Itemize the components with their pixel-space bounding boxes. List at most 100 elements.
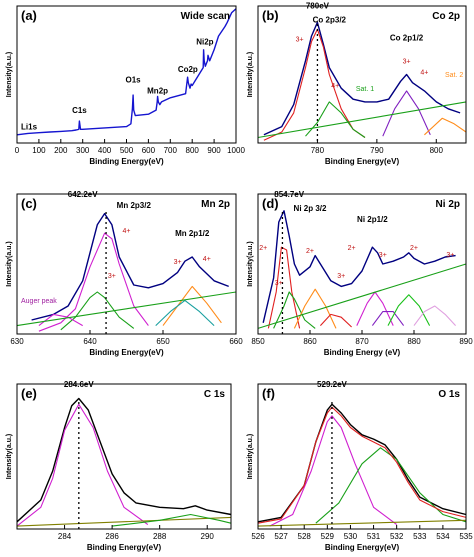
panel-letter-b: (b): [262, 8, 279, 23]
x-tick-label-b-1: 790: [370, 146, 384, 155]
panel-title-a: Wide scan: [181, 11, 230, 22]
x-tick-label-a-0: 0: [15, 146, 20, 155]
plot-frame-a: [16, 5, 237, 144]
x-tick-label-f-4: 530: [344, 532, 358, 541]
x-tick-label-e-1: 286: [105, 532, 119, 541]
annotation-b-8: Sat. 2: [445, 72, 463, 79]
x-tick-label-d-3: 880: [407, 337, 421, 346]
series-f-2: [315, 447, 467, 524]
annotation-b-7: 4+: [420, 70, 428, 77]
panel-b: 780 790 800 Binding Energy(eV) Intensity(a.u…: [247, 2, 467, 166]
annotation-b-3: 4+: [331, 83, 339, 90]
panel-c: 630 640 650 660 Binding Energy(eV) Intensity(…: [6, 190, 243, 357]
series-e-2: [16, 516, 232, 527]
x-tick-label-a-2: 200: [54, 146, 68, 155]
x-tick-label-a-7: 700: [164, 146, 178, 155]
y-axis-label-a: Intensity(a.u.): [6, 52, 13, 98]
x-tick-label-b-0: 780: [311, 146, 325, 155]
x-tick-label-d-1: 860: [303, 337, 317, 346]
x-tick-label-f-9: 535: [459, 532, 473, 541]
series-c-6: [16, 291, 237, 327]
x-tick-label-e-0: 284: [58, 532, 72, 541]
plot-frame-f: [257, 383, 467, 530]
panel-letter-c: (c): [21, 196, 37, 211]
series-b-1: [263, 28, 366, 141]
x-axis-label-c: Binding Energy(eV): [89, 348, 164, 357]
series-d-8: [413, 305, 457, 326]
series-c-2: [60, 291, 135, 331]
panel-title-c: Mn 2p: [201, 199, 230, 210]
series-b-5: [257, 101, 467, 139]
panel-f: 526 527 528 529 530 531 532 533 534 535 Binding En…: [247, 380, 473, 552]
series-d-4: [319, 313, 352, 328]
series-e-3: [112, 513, 232, 527]
x-tick-label-a-8: 800: [186, 146, 200, 155]
x-tick-label-f-5: 531: [367, 532, 381, 541]
x-axis-label-e: Binding Energy(eV): [87, 543, 162, 552]
series-c-0: [31, 212, 229, 321]
series-d-0: [262, 210, 456, 323]
annotation-d-1: Ni 2p 3/2: [294, 204, 327, 213]
annotation-d-6: Ni 2p1/2: [357, 215, 388, 224]
annotation-b-2: 3+: [296, 37, 304, 44]
series-b-4: [424, 117, 467, 136]
series-d-7: [387, 294, 431, 326]
annotation-a-3: Mn2p: [147, 87, 168, 96]
annotation-d-5: 3+: [337, 273, 345, 280]
annotation-c-1: Mn 2p3/2: [117, 201, 152, 210]
annotation-b-4: Sat. 1: [356, 86, 374, 93]
x-tick-label-a-4: 400: [98, 146, 112, 155]
series-c-5: [38, 313, 83, 327]
annotation-b-0: 780eV: [306, 2, 330, 11]
series-f-3: [257, 406, 467, 524]
x-axis-label-b: Binding Energy(eV): [325, 157, 400, 166]
panel-title-b: Co 2p: [432, 11, 460, 22]
x-tick-label-f-8: 534: [436, 532, 450, 541]
annotation-d-7: 2+: [348, 245, 356, 252]
x-axis-label-a: Binding Energy(eV): [89, 157, 164, 166]
x-tick-label-b-2: 800: [430, 146, 444, 155]
annotation-c-3: 4+: [123, 228, 131, 235]
plot-frame-c: [16, 193, 237, 335]
annotation-d-4: 2+: [306, 248, 314, 255]
x-axis-label-d: Binding Energy (eV): [324, 348, 401, 357]
panel-letter-d: (d): [262, 196, 279, 211]
annotation-c-6: 4+: [203, 256, 211, 263]
x-axis-label-f: Binding Energy(eV): [325, 543, 400, 552]
series-a-0: [16, 8, 237, 136]
series-d-2: [273, 291, 316, 329]
x-tick-label-d-2: 870: [355, 337, 369, 346]
annotation-b-5: Co 2p1/2: [390, 33, 424, 42]
x-tick-label-e-3: 290: [201, 532, 215, 541]
annotation-d-10: 3+: [446, 252, 454, 259]
y-axis-label-c: Intensity(a.u.): [6, 241, 13, 287]
series-b-3: [382, 90, 431, 137]
x-tick-label-f-7: 533: [413, 532, 427, 541]
series-d-6: [371, 311, 405, 326]
x-tick-label-f-3: 529: [321, 532, 335, 541]
plot-frame-e: [16, 383, 232, 530]
annotation-a-1: C1s: [72, 106, 87, 115]
annotation-d-9: 2+: [410, 245, 418, 252]
x-tick-label-c-1: 640: [83, 337, 97, 346]
annotation-d-2: 2+: [259, 245, 267, 252]
x-tick-label-f-6: 532: [390, 532, 404, 541]
panel-title-f: O 1s: [438, 389, 460, 400]
x-tick-label-d-4: 890: [459, 337, 473, 346]
series-d-1: [267, 246, 301, 329]
panel-e: 284 286 288 290 Binding Energy(eV) Intensity(…: [6, 380, 232, 552]
panel-title-d: Ni 2p: [436, 199, 460, 210]
panel-letter-f: (f): [262, 386, 275, 401]
x-tick-label-a-9: 900: [207, 146, 221, 155]
x-tick-label-a-1: 100: [32, 146, 46, 155]
annotation-c-0: 642.2eV: [68, 190, 98, 199]
annotation-a-5: Ni2p: [196, 37, 213, 46]
x-tick-label-a-5: 500: [120, 146, 134, 155]
y-axis-label-e: Intensity(a.u.): [6, 434, 13, 480]
annotation-f-0: 529.2eV: [317, 380, 347, 389]
y-axis-label-b: Intensity(a.u.): [247, 52, 254, 98]
series-f-0: [257, 403, 467, 523]
series-b-2: [305, 101, 366, 138]
series-f-1: [269, 415, 398, 527]
x-tick-label-d-0: 850: [251, 337, 265, 346]
